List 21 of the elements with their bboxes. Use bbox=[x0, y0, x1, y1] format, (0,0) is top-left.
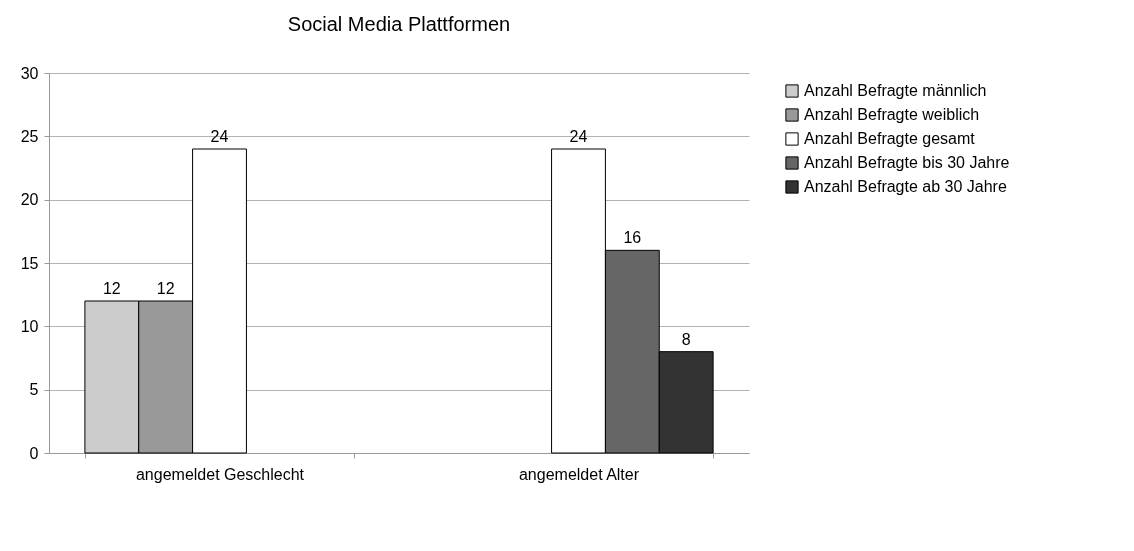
y-tick-label: 10 bbox=[20, 317, 39, 335]
y-tick-label: 5 bbox=[29, 381, 39, 399]
chart-title: Social Media Plattformen bbox=[287, 13, 511, 35]
x-tick-label: angemeldet Geschlecht bbox=[135, 465, 305, 483]
y-tick-label: 20 bbox=[20, 191, 39, 209]
legend-label: Anzahl Befragte weiblich bbox=[804, 106, 980, 123]
legend-label: Anzahl Befragte männlich bbox=[804, 82, 987, 99]
data-label: 24 bbox=[569, 128, 588, 145]
data-label: 8 bbox=[681, 330, 691, 348]
y-tick-label: 0 bbox=[29, 444, 39, 462]
y-tick-label: 30 bbox=[20, 64, 39, 82]
legend-label: Anzahl Befragte bis 30 Jahre bbox=[804, 154, 1010, 171]
data-label: 12 bbox=[102, 280, 121, 297]
y-tick-label: 25 bbox=[20, 127, 39, 145]
legend-label: Anzahl Befragte gesamt bbox=[804, 130, 976, 147]
data-label: 16 bbox=[623, 229, 642, 247]
y-tick-label: 15 bbox=[20, 254, 39, 272]
x-tick-label: angemeldet Alter bbox=[518, 465, 640, 483]
legend-label: Anzahl Befragte ab 30 Jahre bbox=[804, 178, 1007, 195]
data-label: 12 bbox=[156, 280, 175, 297]
data-label: 24 bbox=[210, 128, 229, 145]
